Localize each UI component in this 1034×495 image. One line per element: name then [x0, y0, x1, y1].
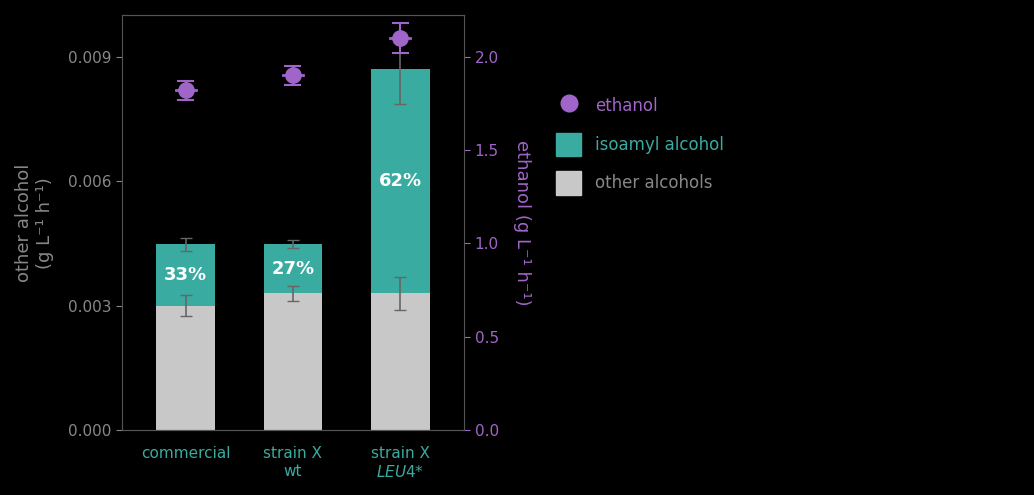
Y-axis label: other alcohol
(g L⁻¹ h⁻¹): other alcohol (g L⁻¹ h⁻¹) [16, 163, 54, 282]
Bar [156, 306, 215, 431]
Bar [370, 294, 429, 431]
Y-axis label: ethanol (g L⁻¹ h⁻¹): ethanol (g L⁻¹ h⁻¹) [513, 140, 530, 305]
Text: 33%: 33% [164, 266, 208, 284]
Bar [264, 245, 323, 294]
Bar [264, 294, 323, 431]
Text: 62%: 62% [378, 172, 422, 190]
Bar [370, 69, 429, 294]
Text: 27%: 27% [272, 260, 314, 278]
Bar [156, 245, 215, 306]
Legend: ethanol, isoamyl alcohol, other alcohols: ethanol, isoamyl alcohol, other alcohols [548, 86, 732, 203]
